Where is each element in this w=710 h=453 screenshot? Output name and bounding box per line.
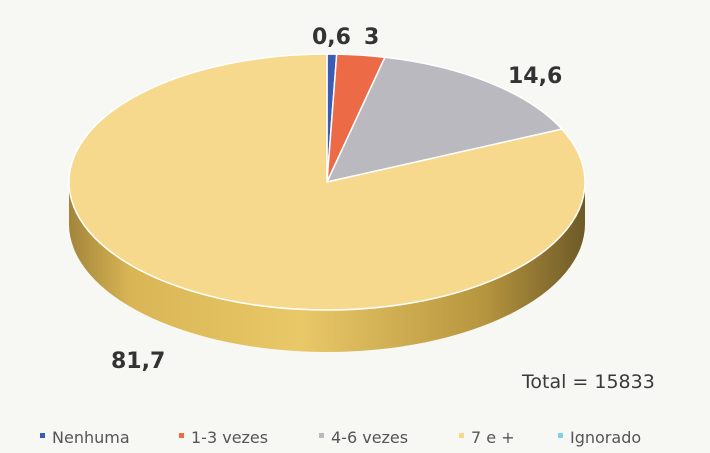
slice-7-e-mais (68, 53, 586, 311)
legend-swatch-7-e-mais (459, 433, 464, 438)
legend-item-ignorado: Ignorado (558, 428, 641, 447)
total-annotation: Total = 15833 (521, 371, 655, 393)
value-label-1-3-vezes: 3 (364, 25, 379, 50)
value-label-nenhuma: 0,6 (312, 25, 351, 50)
legend-item-4-6-vezes: 4-6 vezes (319, 428, 408, 447)
legend-swatch-4-6-vezes (319, 433, 324, 438)
legend-swatch-nenhuma (40, 433, 45, 438)
legend-label-7-e-mais: 7 e + (471, 428, 515, 447)
legend: Nenhuma 1-3 vezes 4-6 vezes 7 e + Ignorado (40, 428, 641, 447)
pie-side-wall (69, 182, 585, 352)
legend-swatch-ignorado (558, 433, 563, 438)
value-labels: 0,6 3 14,6 81,7 (111, 25, 562, 374)
legend-label-ignorado: Ignorado (570, 428, 641, 447)
legend-item-nenhuma: Nenhuma (40, 428, 130, 447)
value-label-7-e-mais: 81,7 (111, 349, 165, 374)
legend-label-1-3-vezes: 1-3 vezes (191, 428, 268, 447)
pie-side-wall-7-e-mais (69, 182, 585, 352)
legend-item-7-e-mais: 7 e + (459, 428, 515, 447)
legend-label-nenhuma: Nenhuma (52, 428, 130, 447)
slice-4-6-vezes (325, 56, 564, 184)
legend-item-1-3-vezes: 1-3 vezes (179, 428, 268, 447)
pie-slices (68, 53, 586, 311)
legend-swatch-1-3-vezes (179, 433, 184, 438)
value-label-4-6-vezes: 14,6 (508, 64, 562, 89)
legend-label-4-6-vezes: 4-6 vezes (331, 428, 408, 447)
